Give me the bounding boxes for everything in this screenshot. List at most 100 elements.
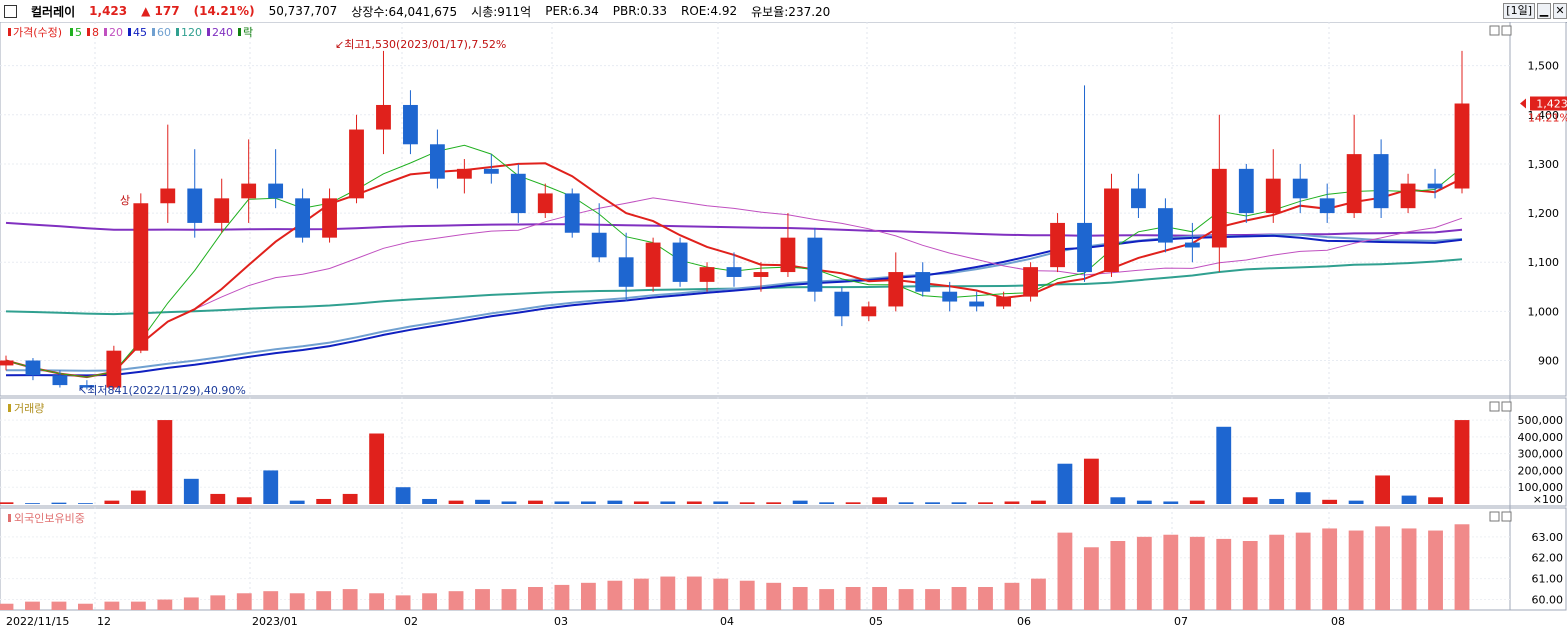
period-button[interactable]: [1일]	[1503, 3, 1535, 19]
panel-close-button[interactable]	[1501, 25, 1512, 36]
legend-item: 8	[92, 26, 99, 39]
volume-bar	[78, 503, 93, 504]
foreign-ratio-bar	[1163, 534, 1179, 610]
foreign-ratio-bar	[78, 603, 93, 610]
select-checkbox[interactable]	[4, 4, 17, 18]
candle-body	[1077, 222, 1092, 273]
foreign-ratio-bar	[1216, 538, 1232, 610]
foreign-ratio-bar	[1004, 582, 1020, 610]
foreign-ratio-bar	[872, 587, 888, 610]
candle-body	[25, 360, 41, 376]
x-axis-label: 12	[97, 615, 111, 628]
volume-bar	[660, 501, 676, 504]
foreign-ratio-bar	[104, 601, 120, 610]
volume-bar	[951, 502, 967, 504]
price-change: ▲ 177	[141, 4, 180, 18]
foreign-ratio-bar	[289, 593, 305, 610]
volume-bar	[819, 502, 835, 504]
volume-bar	[183, 478, 199, 504]
current-pct-tag: 14.21%	[1528, 111, 1567, 124]
foreign-ratio-bar	[554, 584, 570, 610]
high-annotation: ↙최고1,530(2023/01/17),7.52%	[335, 38, 506, 51]
volume-bar	[1136, 500, 1152, 504]
price-panel	[0, 22, 1567, 397]
volume-bar	[792, 500, 808, 504]
legend-item: 20	[109, 26, 123, 39]
legend-item: 60	[157, 26, 171, 39]
volume-legend: 거래량	[14, 402, 44, 415]
foreign-ratio-bar	[1348, 530, 1364, 610]
foreign-ratio-bar	[475, 589, 490, 610]
foreign-ratio-bar	[633, 578, 649, 610]
volume-tick-label: 500,000	[1518, 414, 1564, 427]
foreign-ratio-bar	[183, 597, 199, 610]
price-tick-label: 1,100	[1528, 256, 1560, 269]
volume-bar	[1110, 497, 1126, 504]
candle-body	[1023, 267, 1039, 297]
reserve-ratio: 유보율:237.20	[751, 4, 831, 19]
candle-body	[942, 291, 958, 302]
roe-value: ROE:4.92	[681, 4, 738, 18]
candle-body	[403, 104, 418, 145]
foreign-ratio-bar	[580, 582, 596, 610]
volume-bar	[316, 498, 332, 504]
panel-maximize-button[interactable]	[1489, 25, 1500, 36]
candle-body	[295, 198, 311, 238]
candle-body	[214, 198, 230, 223]
candle-body	[726, 267, 742, 277]
foreign-ratio-bar	[978, 587, 993, 610]
volume-tick-label: 200,000	[1518, 464, 1564, 477]
candle-body	[268, 183, 284, 199]
volume-bar	[1189, 500, 1205, 504]
foreign-ratio-bar	[342, 589, 358, 610]
volume-bar	[1083, 458, 1099, 504]
candle-body	[1319, 198, 1335, 214]
legend-swatch	[8, 28, 11, 36]
candle-body	[1131, 188, 1146, 209]
candle-body	[645, 242, 661, 287]
candle-body	[1427, 183, 1443, 189]
volume-bar	[713, 501, 729, 504]
x-axis-label: 06	[1017, 615, 1031, 628]
x-axis-label: 04	[720, 615, 734, 628]
candle-body	[52, 375, 68, 386]
candle-body	[1238, 168, 1254, 214]
volume-bar	[1375, 475, 1390, 504]
foreign-ratio-bar	[607, 580, 623, 610]
volume-bar	[925, 502, 940, 504]
foreign-ratio-bar	[1401, 528, 1417, 610]
candle-body	[1400, 183, 1416, 209]
foreign-ratio-bar	[951, 587, 967, 610]
panel-maximize-button[interactable]	[1489, 401, 1500, 412]
legend-swatch	[8, 514, 11, 522]
foreign-ratio-bar	[819, 589, 835, 610]
volume-bar	[1057, 463, 1073, 504]
candle-body	[753, 272, 769, 277]
foreign-ratio-bar	[766, 582, 782, 610]
foreign-legend: 외국인보유비중	[14, 512, 85, 525]
panel-maximize-button[interactable]	[1489, 511, 1500, 522]
candle-body	[699, 267, 715, 282]
close-button[interactable]: ✕	[1553, 3, 1567, 19]
x-axis-label: 02	[404, 615, 418, 628]
panel-close-button[interactable]	[1501, 401, 1512, 412]
pbr-value: PBR:0.33	[612, 4, 667, 18]
candle-body	[106, 350, 122, 388]
foreign-ratio-bar	[845, 587, 861, 610]
foreign-ratio-bar	[1242, 541, 1258, 610]
volume-bar	[528, 500, 543, 504]
chart-area[interactable]: 1,500 1,400 1,300 1,200 1,100 1,000 900 2022/11…	[0, 22, 1567, 630]
candle-body	[1454, 103, 1470, 189]
candle-body	[780, 237, 796, 273]
candle-body	[591, 232, 607, 258]
panel-close-button[interactable]	[1501, 511, 1512, 522]
volume-bar	[1242, 497, 1258, 504]
candle-body	[996, 296, 1012, 307]
candle-body	[322, 198, 337, 238]
volume-bar	[1004, 501, 1020, 504]
minimize-button[interactable]: ▁	[1537, 3, 1551, 19]
foreign-ratio-bar	[1189, 536, 1205, 610]
foreign-ratio-bar	[1031, 578, 1046, 610]
price-tick-label: 1,500	[1528, 60, 1560, 73]
candle-body	[807, 237, 823, 292]
